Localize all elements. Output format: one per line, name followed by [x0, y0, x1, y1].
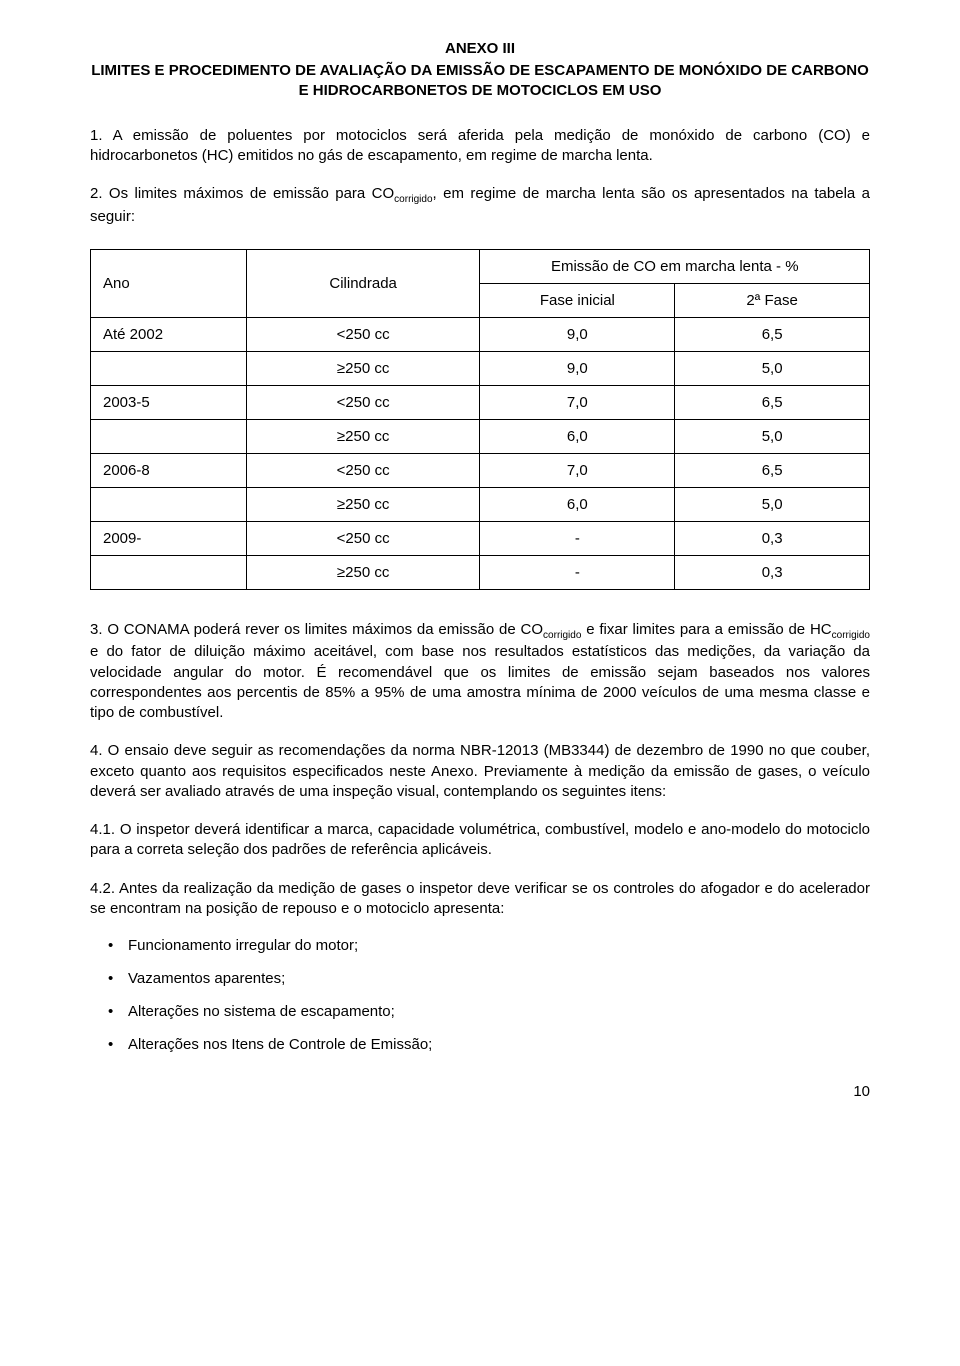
annex-title: ANEXO III — [90, 40, 870, 57]
annex-subtitle: LIMITES E PROCEDIMENTO DE AVALIAÇÃO DA E… — [90, 61, 870, 102]
para2-subscript: corrigido — [394, 194, 432, 205]
table-header-row-1: Ano Cilindrada Emissão de CO em marcha l… — [91, 249, 870, 283]
cell-fase-2: 0,3 — [675, 521, 870, 555]
cell-fase-2: 6,5 — [675, 385, 870, 419]
cell-ano: Até 2002 — [91, 317, 247, 351]
cell-fase-2: 5,0 — [675, 351, 870, 385]
cell-cilindrada: ≥250 cc — [246, 487, 480, 521]
table-row: ≥250 cc9,05,0 — [91, 351, 870, 385]
paragraph-4-1: 4.1. O inspetor deverá identificar a mar… — [90, 820, 870, 861]
list-item: Funcionamento irregular do motor; — [128, 937, 870, 954]
table-row: 2006-8<250 cc7,06,5 — [91, 453, 870, 487]
table-row: 2003-5<250 cc7,06,5 — [91, 385, 870, 419]
cell-fase-2: 6,5 — [675, 453, 870, 487]
cell-fase-2: 0,3 — [675, 555, 870, 589]
para3-sub1: corrigido — [543, 630, 581, 641]
cell-ano — [91, 487, 247, 521]
cell-fase-inicial: 6,0 — [480, 419, 675, 453]
th-ano: Ano — [91, 249, 247, 317]
cell-cilindrada: <250 cc — [246, 521, 480, 555]
paragraph-4: 4. O ensaio deve seguir as recomendações… — [90, 741, 870, 802]
cell-fase-2: 5,0 — [675, 419, 870, 453]
cell-cilindrada: <250 cc — [246, 385, 480, 419]
cell-cilindrada: ≥250 cc — [246, 555, 480, 589]
paragraph-4-2: 4.2. Antes da realização da medição de g… — [90, 879, 870, 920]
paragraph-3: 3. O CONAMA poderá rever os limites máxi… — [90, 620, 870, 724]
table-row: Até 2002<250 cc9,06,5 — [91, 317, 870, 351]
cell-cilindrada: ≥250 cc — [246, 419, 480, 453]
list-item: Alterações no sistema de escapamento; — [128, 1003, 870, 1020]
list-item: Alterações nos Itens de Controle de Emis… — [128, 1036, 870, 1053]
cell-ano — [91, 351, 247, 385]
cell-fase-inicial: 9,0 — [480, 351, 675, 385]
cell-ano — [91, 555, 247, 589]
cell-fase-inicial: 7,0 — [480, 453, 675, 487]
table-row: ≥250 cc6,05,0 — [91, 487, 870, 521]
table-body: Até 2002<250 cc9,06,5≥250 cc9,05,02003-5… — [91, 317, 870, 589]
cell-fase-inicial: - — [480, 521, 675, 555]
cell-fase-inicial: 6,0 — [480, 487, 675, 521]
table-row: ≥250 cc6,05,0 — [91, 419, 870, 453]
th-emissao: Emissão de CO em marcha lenta - % — [480, 249, 870, 283]
cell-ano — [91, 419, 247, 453]
emissions-table: Ano Cilindrada Emissão de CO em marcha l… — [90, 249, 870, 590]
paragraph-1: 1. A emissão de poluentes por motociclos… — [90, 126, 870, 167]
cell-fase-2: 6,5 — [675, 317, 870, 351]
bullet-list: Funcionamento irregular do motor; Vazamen… — [90, 937, 870, 1053]
table-row: ≥250 cc-0,3 — [91, 555, 870, 589]
para3-sub2: corrigido — [832, 630, 870, 641]
cell-fase-inicial: 7,0 — [480, 385, 675, 419]
cell-ano: 2006-8 — [91, 453, 247, 487]
page-number: 10 — [90, 1083, 870, 1100]
table-row: 2009-<250 cc-0,3 — [91, 521, 870, 555]
para3-post: e do fator de diluição máximo aceitável,… — [90, 643, 870, 721]
th-cilindrada: Cilindrada — [246, 249, 480, 317]
list-item: Vazamentos aparentes; — [128, 970, 870, 987]
cell-cilindrada: <250 cc — [246, 453, 480, 487]
th-fase-inicial: Fase inicial — [480, 283, 675, 317]
cell-fase-2: 5,0 — [675, 487, 870, 521]
cell-fase-inicial: 9,0 — [480, 317, 675, 351]
paragraph-2: 2. Os limites máximos de emissão para CO… — [90, 184, 870, 227]
cell-ano: 2009- — [91, 521, 247, 555]
para2-pre: 2. Os limites máximos de emissão para CO — [90, 185, 394, 202]
cell-cilindrada: <250 cc — [246, 317, 480, 351]
th-fase-2: 2ª Fase — [675, 283, 870, 317]
cell-cilindrada: ≥250 cc — [246, 351, 480, 385]
emissions-table-wrap: Ano Cilindrada Emissão de CO em marcha l… — [90, 249, 870, 590]
para3-mid: e fixar limites para a emissão de HC — [581, 621, 831, 638]
cell-fase-inicial: - — [480, 555, 675, 589]
cell-ano: 2003-5 — [91, 385, 247, 419]
para3-pre: 3. O CONAMA poderá rever os limites máxi… — [90, 621, 543, 638]
